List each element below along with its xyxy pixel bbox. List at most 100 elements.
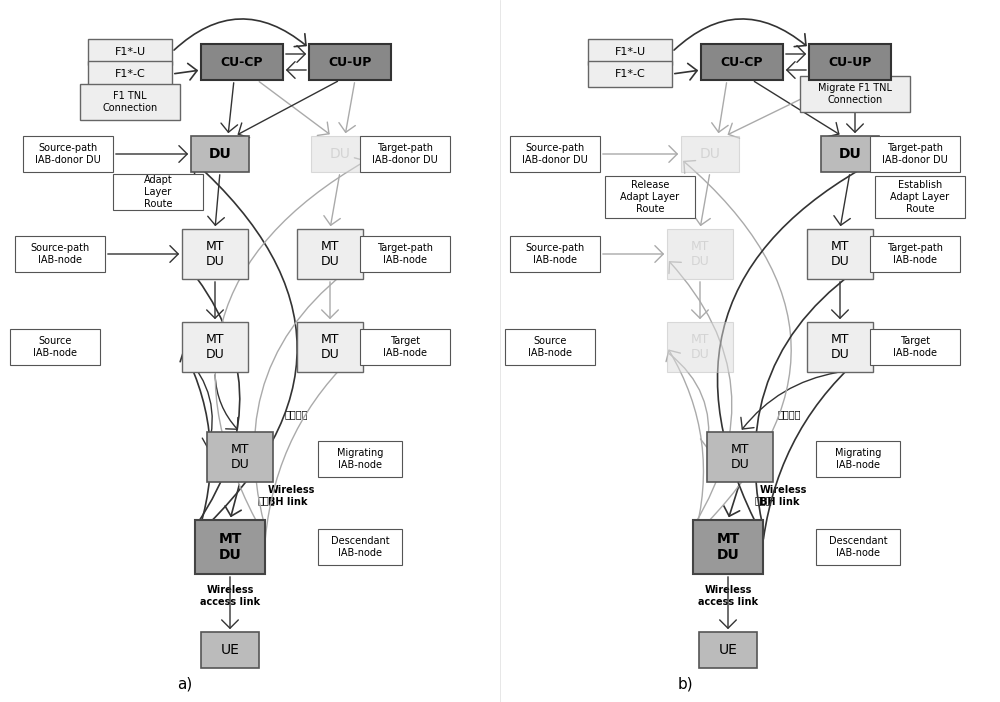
FancyBboxPatch shape: [800, 76, 910, 112]
Text: MT
DU: MT DU: [321, 240, 339, 268]
FancyBboxPatch shape: [505, 329, 595, 365]
FancyBboxPatch shape: [195, 520, 265, 574]
Text: Target-path
IAB-node: Target-path IAB-node: [887, 243, 943, 265]
Text: F1*-C: F1*-C: [115, 69, 145, 79]
FancyBboxPatch shape: [667, 322, 733, 372]
Text: MT
DU: MT DU: [731, 443, 749, 471]
FancyBboxPatch shape: [510, 136, 600, 172]
FancyBboxPatch shape: [207, 432, 273, 482]
Text: Target-path
IAB-donor DU: Target-path IAB-donor DU: [372, 143, 438, 165]
Text: MT
DU: MT DU: [321, 333, 339, 361]
Text: Adapt
Layer
Route: Adapt Layer Route: [144, 176, 172, 208]
Text: MT
DU: MT DU: [831, 240, 849, 268]
Text: 子节点: 子节点: [258, 495, 276, 505]
FancyBboxPatch shape: [309, 44, 391, 80]
FancyBboxPatch shape: [360, 136, 450, 172]
FancyBboxPatch shape: [182, 322, 248, 372]
FancyBboxPatch shape: [297, 322, 363, 372]
FancyBboxPatch shape: [318, 529, 402, 565]
Text: DU: DU: [209, 147, 231, 161]
Text: UE: UE: [221, 643, 239, 657]
FancyBboxPatch shape: [807, 322, 873, 372]
Text: MT
DU: MT DU: [231, 443, 249, 471]
FancyBboxPatch shape: [816, 529, 900, 565]
FancyBboxPatch shape: [360, 329, 450, 365]
FancyBboxPatch shape: [588, 61, 672, 87]
Text: F1*-U: F1*-U: [114, 47, 146, 57]
FancyBboxPatch shape: [311, 136, 369, 172]
Text: CU-UP: CU-UP: [828, 55, 872, 69]
FancyBboxPatch shape: [201, 632, 259, 668]
Text: Migrating
IAB-node: Migrating IAB-node: [337, 448, 383, 470]
Text: Source-path
IAB-donor DU: Source-path IAB-donor DU: [35, 143, 101, 165]
FancyBboxPatch shape: [681, 136, 739, 172]
Text: Migrating
IAB-node: Migrating IAB-node: [835, 448, 881, 470]
Text: Source-path
IAB-node: Source-path IAB-node: [525, 243, 585, 265]
FancyBboxPatch shape: [318, 441, 402, 477]
Text: MT
DU: MT DU: [691, 240, 709, 268]
Text: Target
IAB-node: Target IAB-node: [383, 336, 427, 358]
Text: F1 TNL
Connection: F1 TNL Connection: [102, 91, 158, 113]
FancyBboxPatch shape: [870, 329, 960, 365]
FancyBboxPatch shape: [875, 176, 965, 218]
Text: F1*-U: F1*-U: [614, 47, 646, 57]
FancyBboxPatch shape: [588, 39, 672, 65]
FancyBboxPatch shape: [191, 136, 249, 172]
Text: Wireless
BH link: Wireless BH link: [760, 485, 807, 507]
Text: Target-path
IAB-node: Target-path IAB-node: [377, 243, 433, 265]
Text: DU: DU: [330, 147, 350, 161]
FancyBboxPatch shape: [88, 61, 172, 87]
Text: F1*-C: F1*-C: [615, 69, 645, 79]
Text: DU: DU: [700, 147, 720, 161]
Text: Target-path
IAB-donor DU: Target-path IAB-donor DU: [882, 143, 948, 165]
FancyBboxPatch shape: [80, 84, 180, 120]
Text: MT
DU: MT DU: [218, 532, 242, 562]
FancyBboxPatch shape: [297, 229, 363, 279]
FancyBboxPatch shape: [870, 236, 960, 272]
Text: Source-path
IAB-node: Source-path IAB-node: [30, 243, 90, 265]
FancyBboxPatch shape: [605, 176, 695, 218]
FancyBboxPatch shape: [807, 229, 873, 279]
Text: Source
IAB-node: Source IAB-node: [528, 336, 572, 358]
Text: Target
IAB-node: Target IAB-node: [893, 336, 937, 358]
FancyBboxPatch shape: [88, 39, 172, 65]
Text: Wireless
access link: Wireless access link: [200, 585, 260, 607]
FancyBboxPatch shape: [15, 236, 105, 272]
FancyBboxPatch shape: [510, 236, 600, 272]
Text: CU-CP: CU-CP: [221, 55, 263, 69]
FancyBboxPatch shape: [870, 136, 960, 172]
Text: MT
DU: MT DU: [716, 532, 740, 562]
Text: Source
IAB-node: Source IAB-node: [33, 336, 77, 358]
FancyBboxPatch shape: [201, 44, 283, 80]
FancyBboxPatch shape: [821, 136, 879, 172]
Text: MT
DU: MT DU: [831, 333, 849, 361]
Text: a): a): [177, 677, 193, 691]
Text: b): b): [677, 677, 693, 691]
Text: MT
DU: MT DU: [691, 333, 709, 361]
FancyBboxPatch shape: [809, 44, 891, 80]
Text: Wireless
access link: Wireless access link: [698, 585, 758, 607]
Text: Migrate F1 TNL
Connection: Migrate F1 TNL Connection: [818, 84, 892, 105]
FancyBboxPatch shape: [113, 174, 203, 210]
FancyBboxPatch shape: [701, 44, 783, 80]
Text: 源母节点: 源母节点: [285, 409, 308, 419]
Text: Wireless
BH link: Wireless BH link: [268, 485, 315, 507]
FancyBboxPatch shape: [699, 632, 757, 668]
Text: UE: UE: [719, 643, 737, 657]
Text: CU-CP: CU-CP: [721, 55, 763, 69]
FancyBboxPatch shape: [667, 229, 733, 279]
FancyBboxPatch shape: [816, 441, 900, 477]
Text: Descendant
IAB-node: Descendant IAB-node: [331, 536, 389, 558]
FancyBboxPatch shape: [182, 229, 248, 279]
FancyBboxPatch shape: [707, 432, 773, 482]
FancyBboxPatch shape: [23, 136, 113, 172]
Text: 子节点: 子节点: [755, 495, 773, 505]
FancyBboxPatch shape: [360, 236, 450, 272]
Text: DU: DU: [839, 147, 861, 161]
FancyBboxPatch shape: [10, 329, 100, 365]
Text: 源母节点: 源母节点: [778, 409, 802, 419]
Text: Release
Adapt Layer
Route: Release Adapt Layer Route: [620, 180, 680, 213]
FancyBboxPatch shape: [693, 520, 763, 574]
Text: Source-path
IAB-donor DU: Source-path IAB-donor DU: [522, 143, 588, 165]
Text: MT
DU: MT DU: [206, 240, 224, 268]
